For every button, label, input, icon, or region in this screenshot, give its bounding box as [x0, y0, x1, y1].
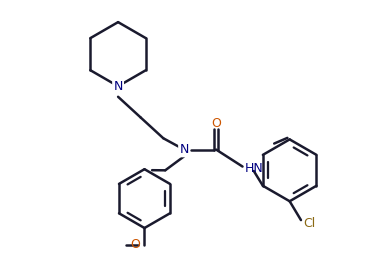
Text: O: O [211, 117, 221, 130]
Text: HN: HN [245, 162, 263, 175]
Text: O: O [130, 239, 140, 251]
Text: Cl: Cl [303, 217, 315, 230]
Text: N: N [180, 143, 189, 156]
Text: N: N [113, 80, 123, 93]
